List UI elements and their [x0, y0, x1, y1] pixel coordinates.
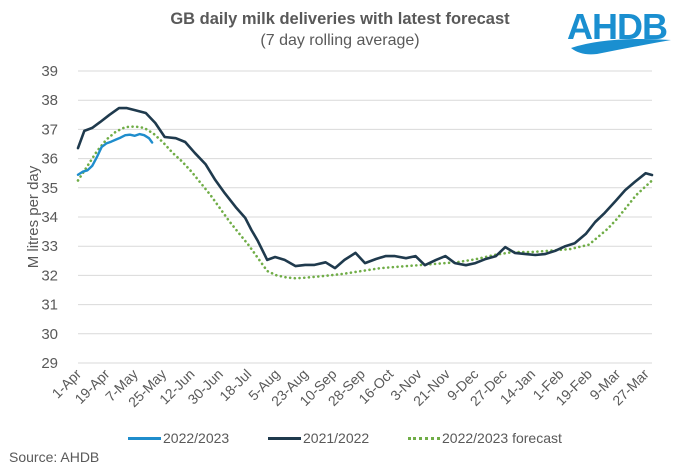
y-tick-label: 32	[41, 267, 58, 284]
y-tick-label: 33	[41, 238, 58, 255]
ahdb-logo: AHDB	[567, 6, 677, 56]
legend-swatch-forecast	[408, 436, 440, 440]
series-line-2022-2023	[76, 132, 154, 176]
x-tick-label: 18-Jul	[216, 366, 254, 404]
y-axis-label: M litres per day	[25, 165, 42, 268]
legend-label-2021-2022: 2021/2022	[303, 430, 370, 446]
series-line-2022-2023-forecast	[76, 125, 654, 280]
logo-wave-icon	[571, 39, 671, 55]
chart-subtitle: (7 day rolling average)	[260, 32, 420, 49]
legend-label-2022-2023: 2022/2023	[163, 430, 230, 446]
source-note: Source: AHDB	[9, 449, 100, 465]
legend-item-2022-2023: 2022/2023	[128, 428, 229, 448]
y-tick-label: 31	[41, 297, 58, 314]
legend-item-2021-2022: 2021/2022	[268, 428, 369, 448]
y-tick-label: 39	[41, 63, 58, 80]
legend-item-forecast: 2022/2023 forecast	[408, 428, 562, 448]
chart-title: GB daily milk deliveries with latest for…	[170, 10, 510, 28]
y-tick-label: 37	[41, 121, 58, 138]
chart-legend: 2022/2023 2021/2022 2022/2023 forecast	[0, 428, 680, 448]
series-line-2021-2022	[76, 106, 654, 270]
y-tick-label: 36	[41, 151, 58, 168]
legend-swatch-2022-2023	[128, 436, 161, 440]
y-tick-label: 34	[41, 209, 58, 226]
y-tick-label: 29	[41, 355, 58, 372]
legend-swatch-2021-2022	[268, 436, 301, 440]
y-tick-label: 30	[41, 326, 58, 343]
y-tick-label: 38	[41, 92, 58, 109]
y-tick-label: 35	[41, 180, 58, 197]
legend-label-forecast: 2022/2023 forecast	[442, 430, 562, 446]
